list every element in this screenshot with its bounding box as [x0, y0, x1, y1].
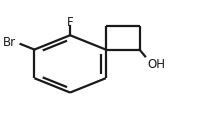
Text: OH: OH — [147, 58, 165, 71]
Text: Br: Br — [3, 36, 16, 49]
Text: F: F — [67, 16, 73, 29]
